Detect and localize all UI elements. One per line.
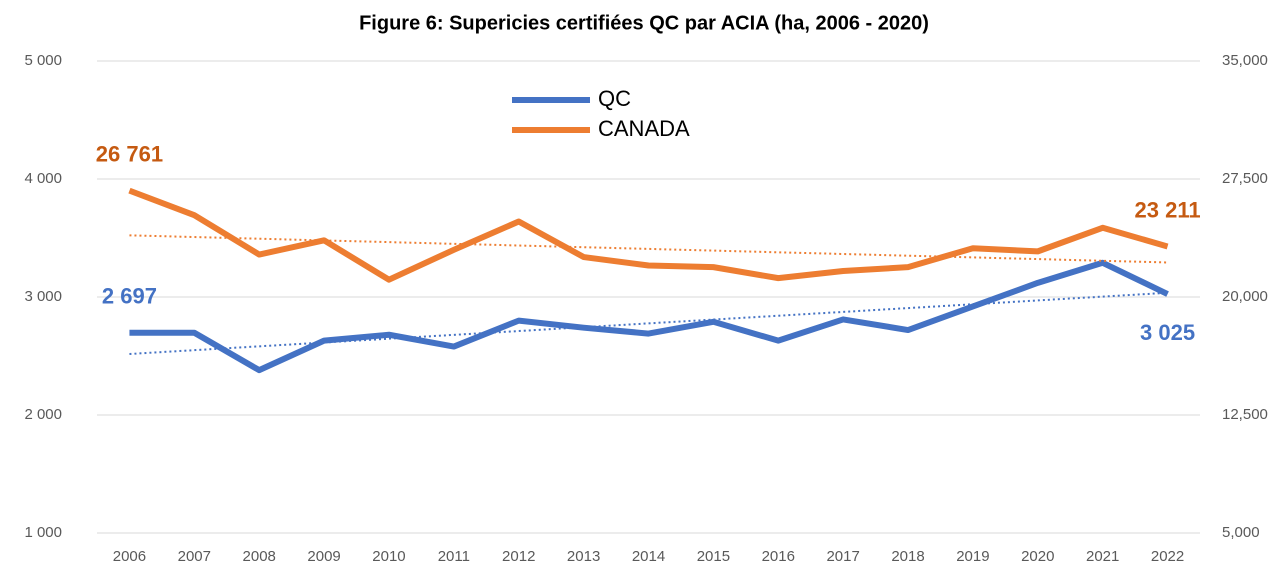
y2-tick-label: 35,000 — [1222, 52, 1268, 69]
x-tick-label: 2014 — [632, 548, 665, 565]
x-tick-label: 2018 — [891, 548, 924, 565]
y-tick-label: 3 000 — [24, 288, 62, 305]
chart-title: Figure 6: Supericies certifiées QC par A… — [359, 12, 929, 34]
x-tick-label: 2013 — [567, 548, 600, 565]
x-tick-label: 2015 — [697, 548, 730, 565]
data-label: 3 025 — [1140, 320, 1195, 345]
series-line — [129, 259, 1169, 374]
x-tick-label: 2006 — [113, 548, 146, 565]
y2-tick-label: 27,500 — [1222, 170, 1268, 187]
x-tick-label: 2017 — [826, 548, 859, 565]
y-tick-label: 5 000 — [24, 52, 62, 69]
y-tick-label: 1 000 — [24, 524, 62, 541]
x-tick-label: 2008 — [243, 548, 276, 565]
series-line — [128, 187, 1169, 283]
x-tick-label: 2011 — [438, 548, 470, 565]
x-tick-label: 2010 — [372, 548, 405, 565]
x-tick-label: 2020 — [1021, 548, 1054, 565]
y2-tick-label: 5,000 — [1222, 524, 1260, 541]
x-tick-label: 2009 — [307, 548, 340, 565]
x-tick-label: 2007 — [178, 548, 211, 565]
data-label: 23 211 — [1135, 197, 1201, 222]
x-tick-label: 2019 — [956, 548, 989, 565]
x-tick-label: 2016 — [762, 548, 795, 565]
data-label: 26 761 — [96, 141, 163, 166]
trendline — [129, 291, 1168, 355]
x-tick-label: 2022 — [1151, 548, 1184, 565]
y2-tick-label: 20,000 — [1222, 288, 1268, 305]
y-tick-label: 4 000 — [24, 170, 62, 187]
legend-label: CANADA — [598, 116, 690, 141]
x-tick-label: 2021 — [1086, 548, 1119, 565]
y-tick-label: 2 000 — [24, 406, 62, 423]
x-tick-label: 2012 — [502, 548, 535, 565]
trendline — [129, 234, 1168, 264]
y2-tick-label: 12,500 — [1222, 406, 1268, 423]
legend-label: QC — [598, 86, 631, 111]
data-label: 2 697 — [102, 284, 157, 309]
